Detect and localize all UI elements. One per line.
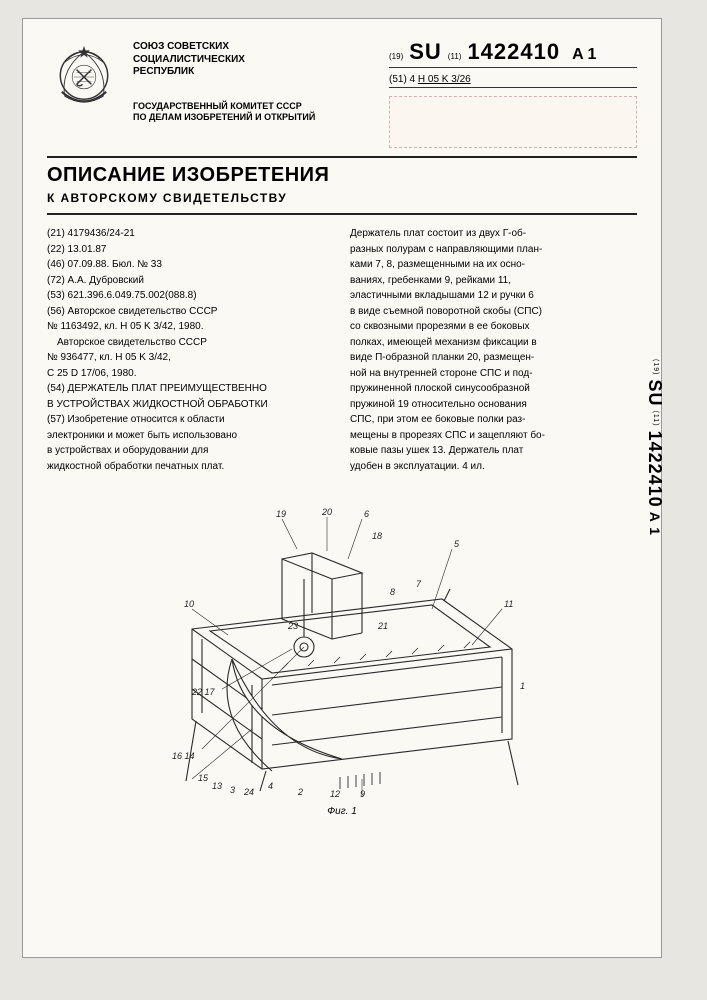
svg-text:24: 24 <box>243 787 254 797</box>
field-56-line5: C 25 D 17/06, 1980. <box>47 367 334 381</box>
abstract-line: Держатель плат состоит из двух Г-об- <box>350 227 637 241</box>
left-column: (21) 4179436/24-21 (22) 13.01.87 (46) 07… <box>47 227 334 475</box>
svg-text:23: 23 <box>287 621 298 631</box>
ussr-emblem <box>47 39 121 115</box>
issuer-text: СОЮЗ СОВЕТСКИХ СОЦИАЛИСТИЧЕСКИХ РЕСПУБЛИ… <box>133 39 377 123</box>
abstract-line: ковые пазы ушек 13. Держатель плат <box>350 444 637 458</box>
issuer-top: СОЮЗ СОВЕТСКИХ СОЦИАЛИСТИЧЕСКИХ РЕСПУБЛИ… <box>133 41 377 79</box>
abstract-line: разных полурам с направляющими план- <box>350 243 637 257</box>
field-53: (53) 621.396.6.049.75.002(088.8) <box>47 289 334 303</box>
library-stamp <box>389 96 637 148</box>
svg-text:16 14: 16 14 <box>172 751 195 761</box>
body-columns: (21) 4179436/24-21 (22) 13.01.87 (46) 07… <box>47 227 637 475</box>
abstract-line: со сквозными прорезями в ее боковых <box>350 320 637 334</box>
field-56-line4: № 936477, кл. H 05 K 3/42, <box>47 351 334 365</box>
doc-subtitle: К АВТОРСКОМУ СВИДЕТЕЛЬСТВУ <box>47 191 637 205</box>
field-21: (21) 4179436/24-21 <box>47 227 334 241</box>
svg-text:4: 4 <box>268 781 273 791</box>
svg-text:12: 12 <box>330 789 340 799</box>
field-57-line3: в устройствах и оборудовании для <box>47 444 334 458</box>
abstract-line: пружиной 19 относительно основания <box>350 398 637 412</box>
svg-text:11: 11 <box>504 599 513 609</box>
doc-number: 1422410 <box>467 39 560 65</box>
abstract-line: ками 7, 8, размещенными на их осно- <box>350 258 637 272</box>
ipc-prefix: (51) 4 <box>389 74 415 85</box>
side-doc-code: (19) SU (11) 1422410 A 1 <box>644 359 665 536</box>
svg-text:6: 6 <box>364 509 369 519</box>
svg-text:10: 10 <box>184 599 194 609</box>
abstract-line: эластичными вкладышами 12 и ручки 6 <box>350 289 637 303</box>
field-22: (22) 13.01.87 <box>47 243 334 257</box>
abstract-line: пружиненной плоской синусообразной <box>350 382 637 396</box>
rule-top <box>47 156 637 158</box>
svg-text:15: 15 <box>198 773 209 783</box>
field-56-line2: № 1163492, кл. H 05 K 3/42, 1980. <box>47 320 334 334</box>
svg-text:5: 5 <box>454 539 460 549</box>
abstract-line: удобен в эксплуатации. 4 ил. <box>350 460 637 474</box>
doc-kind: A 1 <box>572 46 596 64</box>
code-19: (19) <box>389 52 403 61</box>
field-56-line1: (56) Авторское свидетельство СССР <box>47 305 334 319</box>
svg-text:2: 2 <box>297 787 303 797</box>
code-su: SU <box>409 39 442 65</box>
ipc-code: H 05 K 3/26 <box>418 74 471 85</box>
svg-text:1: 1 <box>520 681 525 691</box>
figure-caption: Фиг. 1 <box>47 806 637 817</box>
svg-text:18: 18 <box>372 531 382 541</box>
svg-text:22 17: 22 17 <box>191 687 216 697</box>
field-46: (46) 07.09.88. Бюл. № 33 <box>47 258 334 272</box>
abstract-line: виде П-образной планки 20, размещен- <box>350 351 637 365</box>
document-codes: (19) SU (11) 1422410 A 1 (51) 4 H 05 K 3… <box>389 39 637 148</box>
svg-text:8: 8 <box>390 587 395 597</box>
abstract-line: СПС, при этом ее боковые полки раз- <box>350 413 637 427</box>
field-72: (72) А.А. Дубровский <box>47 274 334 288</box>
abstract-line: ваниях, гребенками 9, рейками 11, <box>350 274 637 288</box>
svg-text:9: 9 <box>360 789 365 799</box>
issuer-bottom: ГОСУДАРСТВЕННЫЙ КОМИТЕТ СССР ПО ДЕЛАМ ИЗ… <box>133 101 377 124</box>
field-54-line1: (54) ДЕРЖАТЕЛЬ ПЛАТ ПРЕИМУЩЕСТВЕННО <box>47 382 334 396</box>
svg-text:7: 7 <box>416 579 422 589</box>
svg-text:21: 21 <box>377 621 388 631</box>
field-57-line1: (57) Изобретение относится к области <box>47 413 334 427</box>
rule-bottom <box>47 213 637 215</box>
field-56-line3: Авторское свидетельство СССР <box>47 336 334 350</box>
code-11: (11) <box>448 52 462 61</box>
field-57-line4: жидкостной обработки печатных плат. <box>47 460 334 474</box>
abstract-line: ной на внутренней стороне СПС и под- <box>350 367 637 381</box>
svg-text:3: 3 <box>230 785 235 795</box>
svg-text:19: 19 <box>276 509 286 519</box>
field-54-line2: В УСТРОЙСТВАХ ЖИДКОСТНОЙ ОБРАБОТКИ <box>47 398 334 412</box>
svg-text:20: 20 <box>321 507 332 517</box>
figure-1: 19 20 6 18 5 11 1 10 16 14 15 13 3 24 2 … <box>47 489 637 817</box>
doc-title: ОПИСАНИЕ ИЗОБРЕТЕНИЯ <box>47 164 637 187</box>
field-57-line2: электроники и может быть использовано <box>47 429 334 443</box>
abstract-line: мещены в прорезях СПС и зацепляют бо- <box>350 429 637 443</box>
abstract-line: в виде съемной поворотной скобы (СПС) <box>350 305 637 319</box>
right-column: Держатель плат состоит из двух Г-об- раз… <box>350 227 637 475</box>
abstract-line: полках, имеющей механизм фиксации в <box>350 336 637 350</box>
svg-text:13: 13 <box>212 781 222 791</box>
